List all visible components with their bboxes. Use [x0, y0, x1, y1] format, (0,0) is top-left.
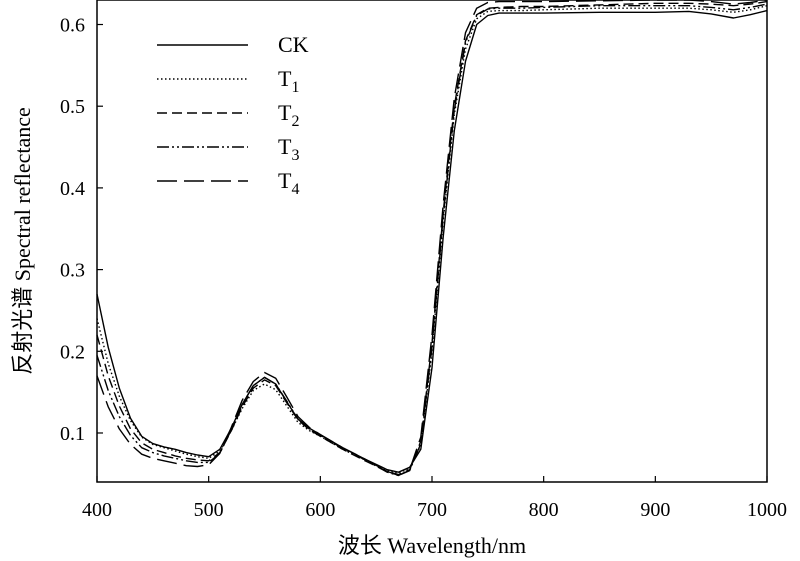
x-tick-label: 500 — [194, 499, 224, 521]
legend: CK T1 T2 T3 T4 — [157, 32, 309, 198]
series-line-ck — [96, 9, 768, 473]
y-tick-label: 0.6 — [60, 15, 85, 37]
x-axis-label: 波长 Wavelength/nm — [338, 533, 526, 558]
y-tick-label: 0.4 — [60, 178, 85, 200]
y-axis-label: 反射光谱 Spectral reflectance — [10, 107, 35, 375]
legend-label-ck: CK — [278, 32, 309, 57]
plot-frame — [96, 0, 768, 483]
legend-label-t4: T4 — [278, 168, 299, 198]
x-tick-label: 700 — [417, 499, 447, 521]
legend-label-t2: T2 — [278, 100, 299, 130]
legend-label-t1: T1 — [278, 66, 299, 96]
x-tick-label: 800 — [529, 499, 559, 521]
legend-label-t3: T3 — [278, 134, 299, 164]
series-line-t4 — [96, 0, 768, 477]
y-axis-ticks: 0.1 0.2 0.3 0.4 0.5 0.6 — [60, 15, 103, 445]
y-tick-label: 0.2 — [60, 341, 85, 363]
x-tick-label: 900 — [640, 499, 670, 521]
x-axis-ticks: 400 500 600 700 800 900 1000 — [82, 476, 787, 521]
y-tick-label: 0.5 — [60, 96, 85, 118]
x-tick-label: 1000 — [747, 499, 787, 521]
series-line-t3 — [96, 3, 768, 477]
series-line-t1 — [96, 5, 768, 474]
series-layer — [96, 0, 768, 477]
y-tick-label: 0.1 — [60, 423, 85, 445]
x-tick-label: 400 — [82, 499, 112, 521]
series-line-t2 — [96, 0, 768, 476]
x-tick-label: 600 — [305, 499, 335, 521]
y-tick-label: 0.3 — [60, 260, 85, 282]
